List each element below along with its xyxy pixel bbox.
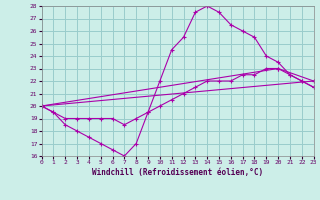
X-axis label: Windchill (Refroidissement éolien,°C): Windchill (Refroidissement éolien,°C)	[92, 168, 263, 177]
